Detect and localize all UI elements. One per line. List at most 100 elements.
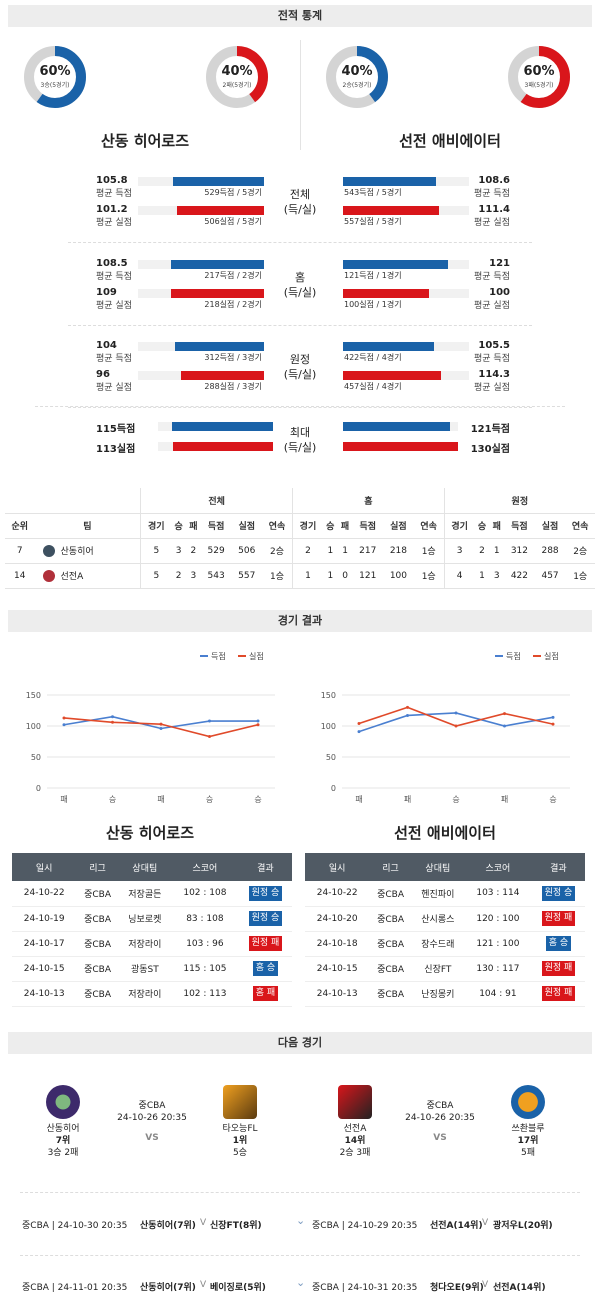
schedule-row[interactable]: 24-10-22 중CBA 저장골든 102 : 108 원정 승 <box>12 881 292 907</box>
schedule-row[interactable]: 24-10-13 중CBA 난징몽키 104 : 91 원정 패 <box>305 981 585 1007</box>
stat-bar-track <box>138 371 264 380</box>
schedule-cell: 중CBA <box>76 881 119 907</box>
stat-bar-fill <box>343 177 437 186</box>
stat-bar-fill <box>343 371 442 380</box>
standings-cell: 506 <box>231 538 263 564</box>
next-home-team[interactable]: 산동히어 7위 3승 2패 <box>23 1085 103 1159</box>
schedule-cell: 115 : 105 <box>170 956 239 982</box>
schedule-header: 일시 <box>305 853 370 881</box>
standings-col-header: 승 <box>474 513 490 539</box>
stat-label: 평균 실점 <box>474 301 510 311</box>
stat-bar-fill <box>180 371 264 380</box>
schedule-cell: 중CBA <box>76 906 119 932</box>
schedule-header: 결과 <box>531 853 585 881</box>
schedule-row[interactable]: 24-10-17 중CBA 저장라이 103 : 96 원정 패 <box>12 931 292 957</box>
schedule-row[interactable]: 24-10-19 중CBA 닝보로켓 83 : 108 원정 승 <box>12 906 292 932</box>
schedule-cell: 24-10-13 <box>12 981 77 1007</box>
schedule-header: 리그 <box>76 853 119 881</box>
schedule-row[interactable]: 24-10-13 중CBA 저장라이 102 : 113 홈 패 <box>12 981 292 1007</box>
standings-cell: 5 <box>140 563 172 589</box>
stat-label: 평균 실점 <box>474 383 510 393</box>
next-away-team-2[interactable]: 쓰촨블루 17위 5패 <box>488 1085 568 1159</box>
fixture-lv: V <box>200 1280 207 1290</box>
stat-value: 100 <box>489 287 510 298</box>
x-tick-label: 패 <box>60 794 67 804</box>
league: 중CBA <box>138 1101 166 1111</box>
x-tick-label: 패 <box>157 794 164 804</box>
standings-col-header: 실점 <box>383 513 414 539</box>
stat-bar-caption: 312득점 / 3경기 <box>204 353 262 362</box>
group-home: 홈 <box>292 488 445 514</box>
donut-ring <box>326 46 388 108</box>
schedule-row[interactable]: 24-10-22 중CBA 헨진파이 103 : 114 원정 승 <box>305 881 585 907</box>
standings-cell: 312 <box>504 538 535 564</box>
stat-label: 평균 득점 <box>96 354 132 364</box>
chevron-down-icon[interactable]: ⌄ <box>296 1214 306 1227</box>
stat-bar-fill <box>177 206 264 215</box>
donut-fill <box>206 46 268 108</box>
schedule-row[interactable]: 24-10-15 중CBA 신장FT 130 : 117 원정 패 <box>305 956 585 982</box>
stat-group-label: 최대 (득/실) <box>270 425 330 455</box>
stat-bar-track <box>138 260 264 269</box>
stat-value: 101.2 <box>96 204 128 215</box>
schedule-cell: 원정 승 <box>531 881 585 907</box>
result-badge: 원정 승 <box>248 911 283 926</box>
stat-bar-caption: 121득점 / 1경기 <box>344 271 402 280</box>
standings-cell: 2 <box>474 538 490 564</box>
team-name: 산동히어 <box>46 1124 80 1134</box>
standings-col-header: 경기 <box>292 513 323 539</box>
x-tick-label: 승 <box>549 795 556 804</box>
data-point <box>62 716 66 720</box>
team-logo-icon <box>338 1085 372 1119</box>
result-badge: 원정 패 <box>541 986 576 1001</box>
fixture-lt1: 산동히어(7위) <box>140 1221 196 1231</box>
team-logo-icon <box>42 545 55 558</box>
standings-cell: 2 <box>292 538 323 564</box>
data-point <box>503 724 506 728</box>
data-point <box>454 711 458 715</box>
next-home-team-2[interactable]: 선전A 14위 2승 3패 <box>315 1085 395 1159</box>
divider <box>300 40 301 150</box>
stat-value: 114.3 <box>478 369 510 380</box>
stat-group-name: 홈 <box>294 271 306 284</box>
standings-row[interactable]: 14 선전A 5 2 3 543 557 1승 1 1 0 121 100 1승 4 1 3 422 457 1승 <box>5 563 595 589</box>
away-score-chart: 0 50 100 150 패 패 승 패 승 득점 실점 <box>321 651 570 804</box>
team-name: 선전A <box>343 1124 367 1134</box>
chevron-down-icon[interactable]: ⌄ <box>296 1276 306 1289</box>
fixture-lt2: 베이징로(5위) <box>210 1283 266 1293</box>
standings-cell: 2 <box>171 563 187 589</box>
y-tick-label: 150 <box>26 691 41 700</box>
next-game-info-2: 중CBA 24-10-26 20:35 VS <box>395 1100 485 1144</box>
fixture-left: 중CBA | 24-10-30 20:35 <box>22 1221 128 1231</box>
schedule-cell: 신장FT <box>411 956 464 982</box>
x-tick-label: 패 <box>404 794 411 804</box>
standings-row[interactable]: 7 산동히어 5 3 2 529 506 2승 2 1 1 217 218 1승 3 2 1 312 288 2승 <box>5 538 595 564</box>
standings-cell: 0 <box>337 563 353 589</box>
schedule-cell: 저장라이 <box>118 931 171 957</box>
result-badge: 홈 패 <box>252 986 279 1001</box>
data-point <box>551 722 555 726</box>
group-away: 원정 <box>444 488 595 514</box>
standings-col-header: 팀 <box>34 513 142 539</box>
schedule-cell: 헨진파이 <box>411 881 464 907</box>
max-bar-track <box>158 422 273 431</box>
schedule-cell: 홈 승 <box>238 956 292 982</box>
schedule-cell: 원정 패 <box>531 906 585 932</box>
stat-group-name: 최대 <box>289 426 311 439</box>
stat-bar-caption: 506실점 / 5경기 <box>204 217 262 226</box>
next-away-team[interactable]: 타오능FL 1위 5승 <box>200 1085 280 1159</box>
schedule-cell: 닝보로켓 <box>118 906 171 932</box>
schedule-cell: 원정 패 <box>531 981 585 1007</box>
divider <box>68 242 532 243</box>
max-value: 115득점 <box>96 424 136 435</box>
max-bar-track <box>343 422 458 431</box>
stat-group-sub: (득/실) <box>283 368 317 381</box>
team-name: 산동히어 <box>60 546 94 557</box>
fixture-left: 중CBA | 24-11-01 20:35 <box>22 1283 128 1293</box>
divider <box>35 406 565 407</box>
schedule-row[interactable]: 24-10-15 중CBA 광동ST 115 : 105 홈 승 <box>12 956 292 982</box>
standings-cell: 4 <box>444 563 475 589</box>
schedule-row[interactable]: 24-10-20 중CBA 산시롱스 120 : 100 원정 패 <box>305 906 585 932</box>
stat-bar-caption: 218실점 / 2경기 <box>204 300 262 309</box>
schedule-row[interactable]: 24-10-18 중CBA 장수드래 121 : 100 홈 승 <box>305 931 585 957</box>
